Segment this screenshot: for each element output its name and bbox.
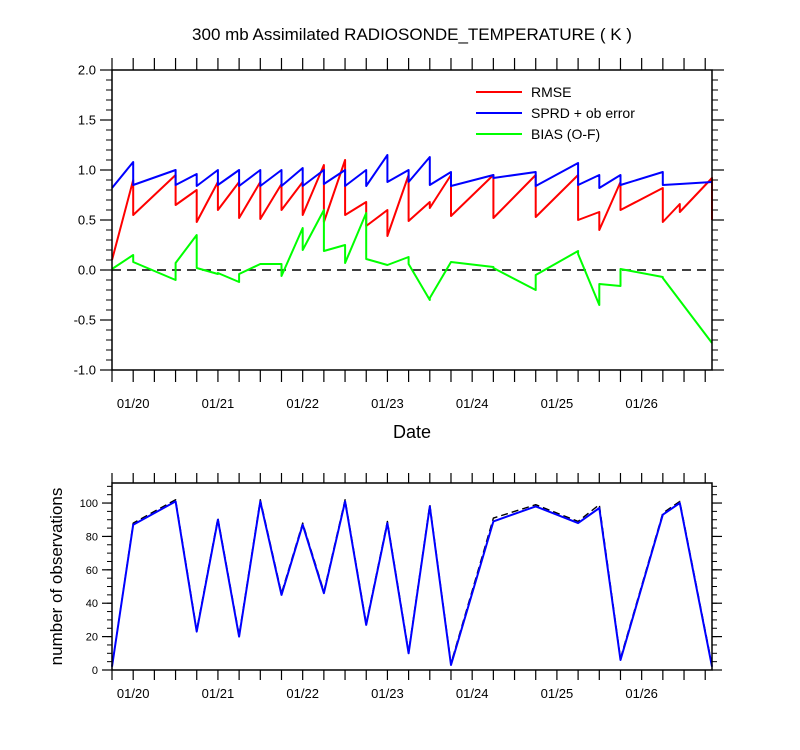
p2-x-tick-label: 01/24 [456, 686, 489, 701]
p1-x-tick-label: 01/22 [286, 396, 319, 411]
p2-series-obs-possible [111, 499, 713, 667]
p2-x-tick-label: 01/23 [371, 686, 404, 701]
p1-x-tick-label: 01/26 [625, 396, 658, 411]
p1-y-tick-label: 0.5 [78, 213, 96, 228]
p2-y-tick-label: 20 [86, 632, 98, 644]
p2-x-tick-label: 01/25 [541, 686, 574, 701]
p2-series-obs-used [111, 500, 713, 667]
p1-y-tick-label: 1.0 [78, 163, 96, 178]
p1-y-tick-label: 0.0 [78, 263, 96, 278]
p1-x-tick-label: 01/24 [456, 396, 489, 411]
p2-y-tick-label: 0 [92, 665, 98, 677]
p2-x-tick-label: 01/21 [202, 686, 235, 701]
p2-x-tick-label: 01/22 [286, 686, 319, 701]
p1-chart-title: 300 mb Assimilated RADIOSONDE_TEMPERATUR… [192, 25, 632, 44]
p2-plot-frame [111, 482, 713, 671]
p1-series-rmse [111, 159, 713, 261]
p1-y-tick-label: -1.0 [74, 363, 96, 378]
p1-series-sprd-ob-error [111, 154, 713, 189]
p2-y-tick-label: 60 [86, 565, 98, 577]
p1-x-tick-label: 01/20 [117, 396, 150, 411]
p1-x-tick-label: 01/21 [202, 396, 235, 411]
p1-y-tick-label: -0.5 [74, 313, 96, 328]
p2-x-tick-label: 01/26 [625, 686, 658, 701]
p2-x-tick-label: 01/20 [117, 686, 150, 701]
p1-x-tick-label: 01/25 [541, 396, 574, 411]
p1-series-bias-o-f- [111, 209, 713, 344]
p2-y-axis-label: number of observations [47, 488, 66, 666]
p1-legend-label-3: BIAS (O-F) [531, 126, 600, 142]
p1-y-tick-label: 2.0 [78, 63, 96, 78]
p1-x-axis-label: Date [393, 422, 431, 442]
p1-x-tick-label: 01/23 [371, 396, 404, 411]
p1-legend-label-1: RMSE [531, 84, 571, 100]
p1-legend-label-2: SPRD + ob error [531, 105, 635, 121]
p1-y-tick-label: 1.5 [78, 113, 96, 128]
p2-y-tick-label: 40 [86, 598, 98, 610]
p2-y-tick-label: 80 [86, 531, 98, 543]
p2-y-tick-label: 100 [80, 498, 98, 510]
